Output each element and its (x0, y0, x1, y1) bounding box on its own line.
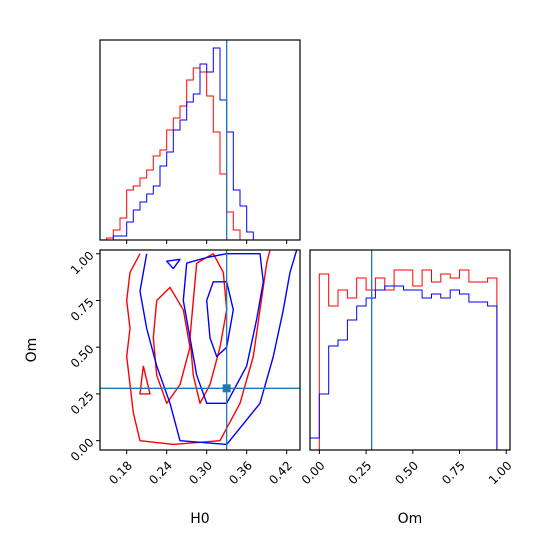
contour-frame (99, 249, 301, 451)
hist-H0-panel (99, 39, 301, 244)
contour-x-tick-label: 0.18 (106, 458, 135, 487)
contour-blue-line (206, 281, 234, 358)
contour-red-line (189, 253, 228, 404)
contour-y-tick-label: 0.25 (68, 389, 97, 418)
contour-blue-line (139, 249, 298, 446)
hist-H0-series-blue (100, 47, 300, 241)
contour-panel: 0.18 0.24 0.30 0.36 0.42 0.00 0.25 0.50 0.75 1.0… (24, 248, 301, 527)
hist-Om-series-blue (309, 285, 507, 451)
contour-truth-marker (222, 384, 231, 393)
x-axis-label-H0: H0 (190, 511, 209, 527)
x-axis-label-Om: Om (398, 511, 423, 527)
hist-Om-tick-label: 1.00 (486, 458, 515, 487)
contour-blue-line (166, 258, 181, 270)
hist-Om-frame (309, 249, 511, 451)
contour-red-line (139, 365, 151, 395)
contour-red-line (126, 249, 271, 446)
contour-red-line (152, 286, 191, 404)
contour-x-tick-label: 0.36 (226, 458, 255, 487)
hist-Om-tick-label: 0.50 (392, 458, 421, 487)
hist-H0-frame (99, 39, 301, 241)
contour-x-tick-label: 0.30 (186, 458, 215, 487)
contour-y-tick-label: 0.00 (68, 435, 97, 464)
hist-Om-tick-label: 0.25 (346, 458, 375, 487)
y-axis-label-Om: Om (24, 338, 40, 363)
contour-y-tick-label: 0.75 (68, 295, 97, 324)
hist-Om-tick-label: 0.00 (299, 458, 328, 487)
hist-Om-panel: 0.00 0.25 0.50 0.75 1.00 Om (299, 249, 515, 527)
contour-x-tick-label: 0.42 (266, 458, 295, 487)
contour-y-tick-label: 1.00 (68, 248, 97, 277)
contour-y-tick-label: 0.50 (68, 342, 97, 371)
hist-Om-series-red (310, 269, 507, 451)
hist-Om-tick-label: 0.75 (439, 458, 468, 487)
contour-x-tick-label: 0.24 (146, 458, 175, 487)
